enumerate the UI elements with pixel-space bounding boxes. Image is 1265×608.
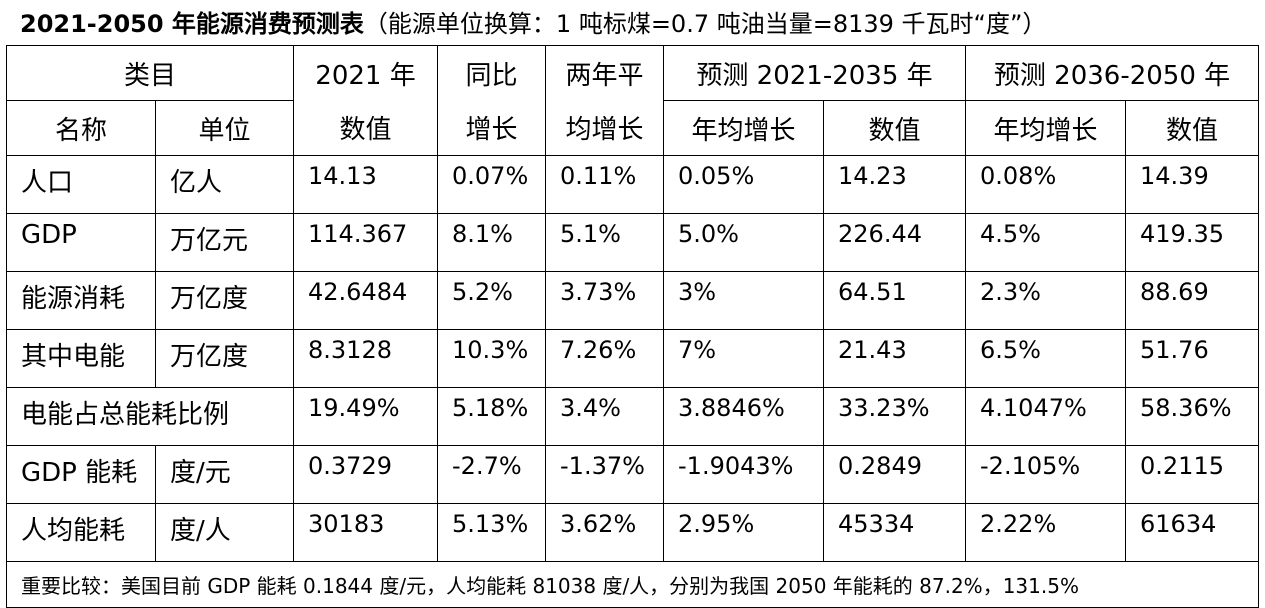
data-cell: 14.39 <box>1125 155 1260 214</box>
data-cell: 19.49% <box>293 387 439 446</box>
data-cell: 度/人 <box>154 503 295 562</box>
data-cell: 10.3% <box>437 329 547 388</box>
data-cell: 万亿度 <box>154 329 295 388</box>
data-cell: 61634 <box>1125 503 1260 562</box>
data-cell: 30183 <box>293 503 439 562</box>
data-cell: 7% <box>663 329 825 388</box>
data-cell: 0.05% <box>663 155 825 214</box>
data-cell: 亿人 <box>154 155 295 214</box>
data-cell: 419.35 <box>1125 213 1260 272</box>
header-row: 名称 单位 数值 增长 均增长 年均增长 数值 年均增长 数值 <box>6 100 1260 156</box>
data-cell: 114.367 <box>293 213 439 272</box>
footer-note: 重要比较：美国目前 GDP 能耗 0.1844 度/元，人均能耗 81038 度… <box>5 561 1260 608</box>
data-cell: 0.08% <box>965 155 1127 214</box>
title-note: （能源单位换算：1 吨标煤=0.7 吨油当量=8139 千瓦时“度”） <box>363 10 1047 38</box>
header-cell: 名称 <box>6 100 156 156</box>
row-name: 电能占总能耗比例 <box>5 387 295 446</box>
data-cell: 21.43 <box>823 329 967 388</box>
data-cell: 8.1% <box>437 213 547 272</box>
data-cell: 58.36% <box>1125 387 1260 446</box>
data-row: 电能占总能耗比例 19.49% 5.18% 3.4% 3.8846% 33.23% 4.10… <box>5 387 1260 446</box>
footer-row: 重要比较：美国目前 GDP 能耗 0.1844 度/元，人均能耗 81038 度… <box>5 561 1260 608</box>
row-name: 能源消耗 <box>6 271 156 330</box>
header-cell: 预测 2021-2035 年 <box>663 45 967 101</box>
data-cell: 6.5% <box>965 329 1127 388</box>
data-cell: 3.4% <box>545 387 665 446</box>
header-cell: 数值 <box>293 100 439 156</box>
data-cell: -1.9043% <box>663 445 825 504</box>
row-name: 人均能耗 <box>6 503 156 562</box>
data-cell: 2.95% <box>663 503 825 562</box>
data-cell: 14.13 <box>293 155 439 214</box>
data-row: 能源消耗 万亿度 42.6484 5.2% 3.73% 3% 64.51 2.3% 88.69 <box>6 271 1260 330</box>
data-cell: 5.0% <box>663 213 825 272</box>
data-cell: 88.69 <box>1125 271 1260 330</box>
title: 2021-2050 年能源消费预测表（能源单位换算：1 吨标煤=0.7 吨油当量… <box>20 4 1046 39</box>
header-cell: 均增长 <box>545 100 665 156</box>
header-cell: 年均增长 <box>663 100 825 156</box>
data-cell: 5.2% <box>437 271 547 330</box>
data-cell: 0.3729 <box>293 445 439 504</box>
data-cell: 3.8846% <box>663 387 825 446</box>
row-name: GDP <box>6 213 156 272</box>
data-cell: 51.76 <box>1125 329 1260 388</box>
data-cell: 7.26% <box>545 329 665 388</box>
data-cell: -2.7% <box>437 445 547 504</box>
data-cell: -1.37% <box>545 445 665 504</box>
data-cell: 0.2849 <box>823 445 967 504</box>
data-cell: 0.07% <box>437 155 547 214</box>
data-cell: 3% <box>663 271 825 330</box>
header-cell: 同比 <box>437 45 547 101</box>
header-cell: 增长 <box>437 100 547 156</box>
data-row: 其中电能 万亿度 8.3128 10.3% 7.26% 7% 21.43 6.5% 51.76 <box>6 329 1260 388</box>
page: 2021-2050 年能源消费预测表（能源单位换算：1 吨标煤=0.7 吨油当量… <box>5 4 1260 608</box>
row-name: 其中电能 <box>6 329 156 388</box>
data-cell: 度/元 <box>154 445 295 504</box>
data-cell: 2.22% <box>965 503 1127 562</box>
header-cell: 2021 年 <box>293 45 439 101</box>
data-cell: 0.11% <box>545 155 665 214</box>
data-cell: 8.3128 <box>293 329 439 388</box>
data-cell: 33.23% <box>823 387 967 446</box>
data-row: 人口 亿人 14.13 0.07% 0.11% 0.05% 14.23 0.08% 14.39 <box>6 155 1260 214</box>
data-row: GDP 万亿元 114.367 8.1% 5.1% 5.0% 226.44 4.5% 419.3… <box>6 213 1260 272</box>
data-cell: 5.1% <box>545 213 665 272</box>
title-main: 2021-2050 年能源消费预测表 <box>20 10 364 38</box>
data-cell: 3.73% <box>545 271 665 330</box>
data-cell: 5.13% <box>437 503 547 562</box>
data-cell: 4.5% <box>965 213 1127 272</box>
header-row: 类目 2021 年同比 两年平 预测 2021-2035 年预测 2036-2050 … <box>5 45 1260 101</box>
data-cell: 3.62% <box>545 503 665 562</box>
data-cell: 14.23 <box>823 155 967 214</box>
data-cell: -2.105% <box>965 445 1127 504</box>
header-cell: 数值 <box>823 100 967 156</box>
data-row: 人均能耗 度/人 30183 5.13% 3.62% 2.95% 45334 2.22% 616… <box>6 503 1260 562</box>
header-cell: 数值 <box>1125 100 1260 156</box>
forecast-table: 类目 2021 年同比 两年平 预测 2021-2035 年预测 2036-2050 … <box>5 45 1260 608</box>
data-cell: 0.2115 <box>1125 445 1260 504</box>
data-cell: 5.18% <box>437 387 547 446</box>
data-cell: 2.3% <box>965 271 1127 330</box>
data-cell: 64.51 <box>823 271 967 330</box>
data-cell: 226.44 <box>823 213 967 272</box>
data-row: GDP 能耗 度/元 0.3729 -2.7% -1.37% -1.9043% 0.2849… <box>6 445 1260 504</box>
data-cell: 4.1047% <box>965 387 1127 446</box>
header-cell: 类目 <box>5 45 295 101</box>
header-cell: 预测 2036-2050 年 <box>965 45 1260 101</box>
data-cell: 42.6484 <box>293 271 439 330</box>
header-cell: 两年平 <box>545 45 665 101</box>
data-cell: 万亿度 <box>154 271 295 330</box>
data-cell: 万亿元 <box>154 213 295 272</box>
data-cell: 45334 <box>823 503 967 562</box>
header-cell: 单位 <box>154 100 295 156</box>
row-name: GDP 能耗 <box>6 445 156 504</box>
header-cell: 年均增长 <box>965 100 1127 156</box>
row-name: 人口 <box>6 155 156 214</box>
